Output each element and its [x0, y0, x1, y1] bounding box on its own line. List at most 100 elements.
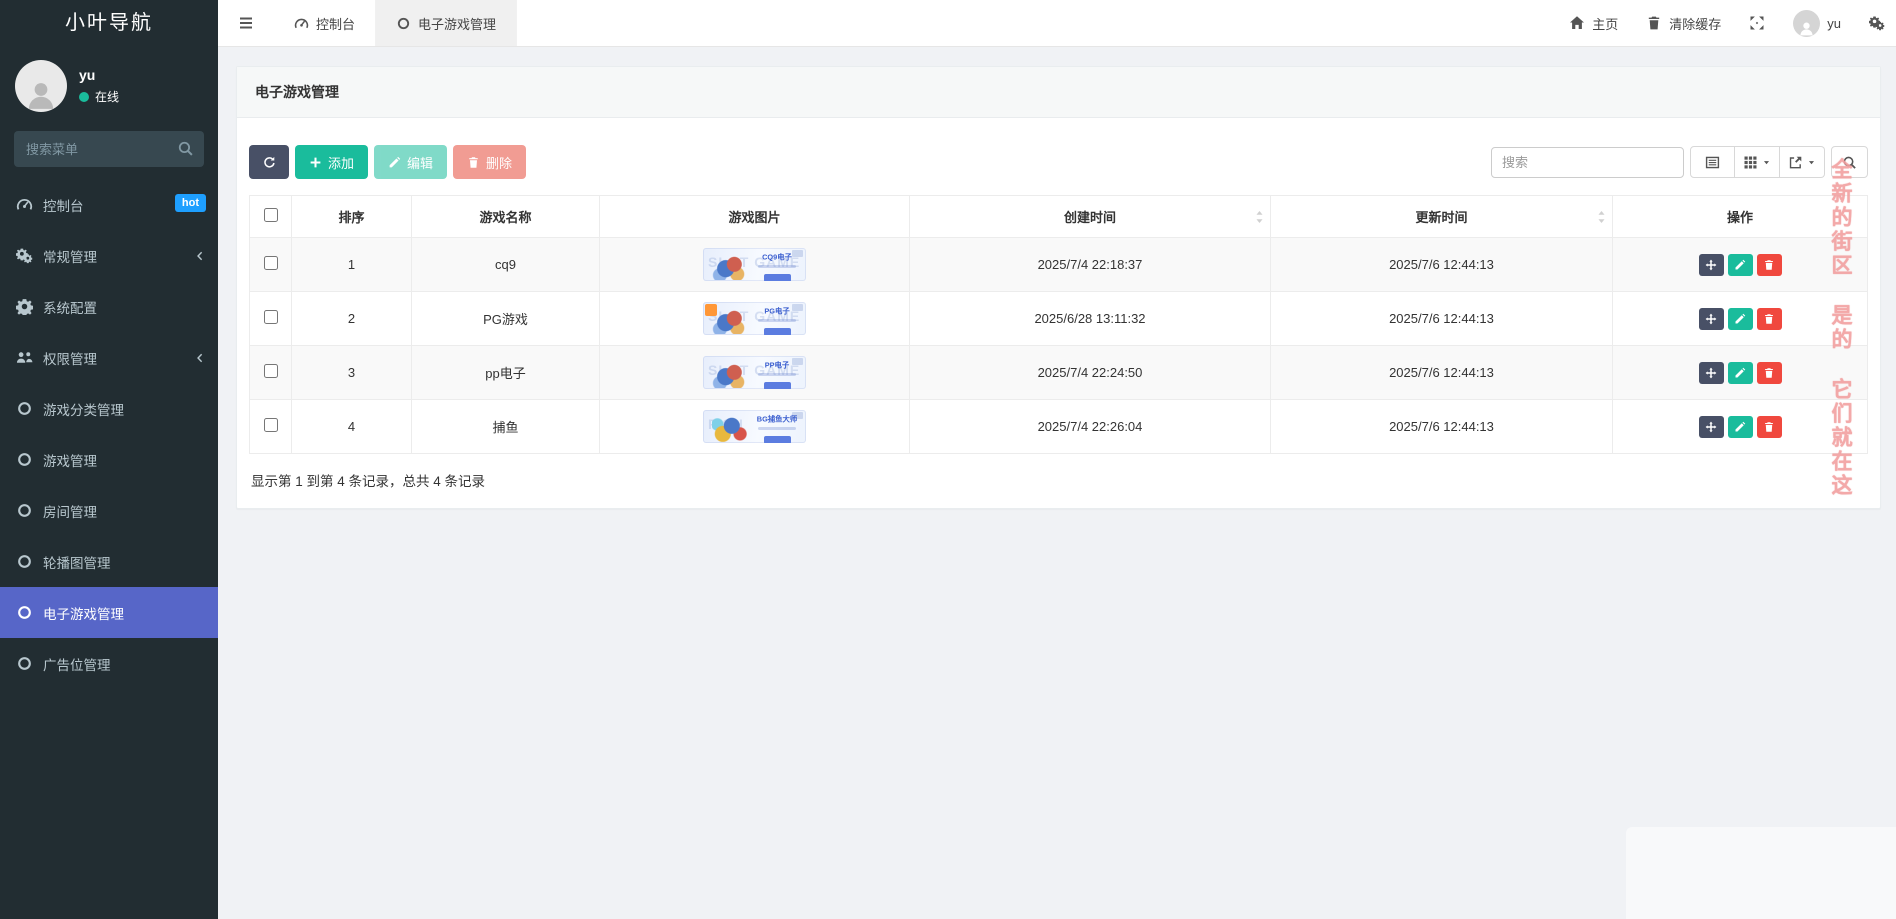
- delete-button[interactable]: 删除: [453, 145, 527, 179]
- select-all-header: [249, 195, 292, 238]
- toggle-view-button[interactable]: [1690, 146, 1735, 178]
- header-updated[interactable]: 更新时间: [1270, 195, 1613, 238]
- settings-button[interactable]: [1869, 15, 1885, 31]
- sidebar-item-3[interactable]: 权限管理: [0, 332, 218, 383]
- header-sort: 排序: [291, 195, 412, 238]
- select-all-checkbox[interactable]: [263, 208, 278, 222]
- game-banner-image: SLOT GAME PP电子: [703, 356, 806, 389]
- banner-title: PP电子: [764, 360, 790, 370]
- fullscreen-button[interactable]: [1749, 15, 1765, 31]
- banner-characters: [712, 307, 748, 334]
- row-edit-button[interactable]: [1727, 307, 1753, 330]
- banner-subtext: [758, 319, 796, 322]
- trash-icon: [1646, 15, 1662, 31]
- banner-subtext: [758, 265, 796, 268]
- banner-title: BG捕鱼大师: [756, 414, 798, 424]
- user-status-label: 在线: [95, 90, 120, 104]
- tab-1[interactable]: 电子游戏管理: [376, 0, 518, 46]
- row-checkbox[interactable]: [263, 256, 278, 270]
- row-delete-button[interactable]: [1756, 415, 1782, 438]
- sidebar-item-1[interactable]: 常规管理: [0, 230, 218, 281]
- row-checkbox[interactable]: [263, 364, 278, 378]
- cogs-icon: [16, 247, 33, 264]
- sidebar-item-6[interactable]: 房间管理: [0, 485, 218, 536]
- hamburger-icon: [238, 15, 254, 31]
- table-search-input[interactable]: [1491, 146, 1684, 178]
- table-row: 2 PG游戏 SLOT GAME PG电子 2025/6/28 13:11:32…: [249, 291, 1868, 346]
- row-checkbox[interactable]: [263, 418, 278, 432]
- grid-icon: [1743, 155, 1758, 170]
- toolbar-right: [1491, 146, 1868, 178]
- dashboard-icon: [294, 16, 309, 31]
- row-updated-time: 2025/7/6 12:44:13: [1270, 345, 1613, 400]
- topbar-right: 主页 清除缓存 yu: [1569, 0, 1896, 46]
- search-icon[interactable]: [177, 140, 194, 157]
- dashboard-icon: [16, 196, 33, 213]
- row-game-name: pp电子: [411, 345, 600, 400]
- pencil-icon: [1734, 259, 1746, 271]
- header-updated-label: 更新时间: [1415, 210, 1468, 225]
- sidebar-item-0[interactable]: 控制台 hot: [0, 179, 218, 230]
- edit-button-label: 编辑: [407, 155, 434, 171]
- clear-cache-link[interactable]: 清除缓存: [1646, 14, 1721, 33]
- view-button-group: [1690, 146, 1825, 178]
- row-edit-button[interactable]: [1727, 415, 1753, 438]
- row-delete-button[interactable]: [1756, 307, 1782, 330]
- panel: 电子游戏管理 添加 编辑: [236, 66, 1881, 509]
- trash-icon: [1763, 259, 1775, 271]
- sidebar-toggle-button[interactable]: [218, 0, 274, 46]
- menu-search-input[interactable]: [14, 131, 204, 167]
- content: 电子游戏管理 添加 编辑: [218, 47, 1896, 919]
- delete-button-label: 删除: [486, 155, 513, 171]
- sidebar-item-9[interactable]: 广告位管理: [0, 638, 218, 689]
- row-delete-button[interactable]: [1756, 253, 1782, 276]
- banner-title: PG电子: [764, 306, 790, 316]
- row-edit-button[interactable]: [1727, 253, 1753, 276]
- pencil-icon: [1734, 421, 1746, 433]
- row-game-name: 捕鱼: [411, 399, 600, 454]
- row-edit-button[interactable]: [1727, 361, 1753, 384]
- banner-play-button: [763, 328, 791, 335]
- sidebar-item-8[interactable]: 电子游戏管理: [0, 587, 218, 638]
- banner-characters: [712, 253, 748, 280]
- row-sort: 4: [291, 399, 412, 454]
- trash-icon: [1763, 313, 1775, 325]
- sidebar-item-7[interactable]: 轮播图管理: [0, 536, 218, 587]
- header-created[interactable]: 创建时间: [909, 195, 1271, 238]
- brand-title[interactable]: 小叶导航: [65, 12, 153, 34]
- row-delete-button[interactable]: [1756, 361, 1782, 384]
- table-header-row: 排序 游戏名称 游戏图片 创建时间 更新时间: [249, 195, 1868, 238]
- banner-corner-mark: [792, 358, 803, 365]
- game-banner-image: SLOT GAME CQ9电子: [703, 248, 806, 281]
- banner-badge: [705, 304, 717, 316]
- refresh-button[interactable]: [249, 145, 289, 179]
- main-area: 控制台 电子游戏管理 主页 清除缓存: [218, 0, 1896, 919]
- tab-0[interactable]: 控制台: [274, 0, 377, 46]
- table-row: 4 捕鱼 FISH BG捕鱼大师 2025/7/4 22:26:04 2025/…: [249, 399, 1868, 454]
- row-drag-button[interactable]: [1698, 361, 1724, 384]
- home-link[interactable]: 主页: [1569, 14, 1618, 33]
- banner-title: CQ9电子: [762, 252, 792, 262]
- sidebar-item-5[interactable]: 游戏管理: [0, 434, 218, 485]
- row-checkbox[interactable]: [263, 310, 278, 324]
- row-game-name: PG游戏: [411, 291, 600, 346]
- toolbar: 添加 编辑 删除: [249, 145, 1868, 179]
- topbar-user[interactable]: yu: [1793, 9, 1841, 37]
- sidebar-item-4[interactable]: 游戏分类管理: [0, 383, 218, 434]
- user-status: 在线: [79, 88, 119, 105]
- sidebar-item-2[interactable]: 系统配置: [0, 281, 218, 332]
- sort-icon: [1596, 209, 1607, 225]
- edit-button[interactable]: 编辑: [374, 145, 448, 179]
- add-button[interactable]: 添加: [295, 145, 369, 179]
- row-drag-button[interactable]: [1698, 307, 1724, 330]
- export-button[interactable]: [1780, 146, 1825, 178]
- move-icon: [1705, 259, 1717, 271]
- row-created-time: 2025/7/4 22:26:04: [909, 399, 1271, 454]
- advanced-search-button[interactable]: [1831, 146, 1868, 178]
- row-drag-button[interactable]: [1698, 253, 1724, 276]
- columns-button[interactable]: [1735, 146, 1780, 178]
- move-icon: [1705, 367, 1717, 379]
- banner-characters: [712, 415, 748, 442]
- pencil-icon: [388, 156, 401, 169]
- row-drag-button[interactable]: [1698, 415, 1724, 438]
